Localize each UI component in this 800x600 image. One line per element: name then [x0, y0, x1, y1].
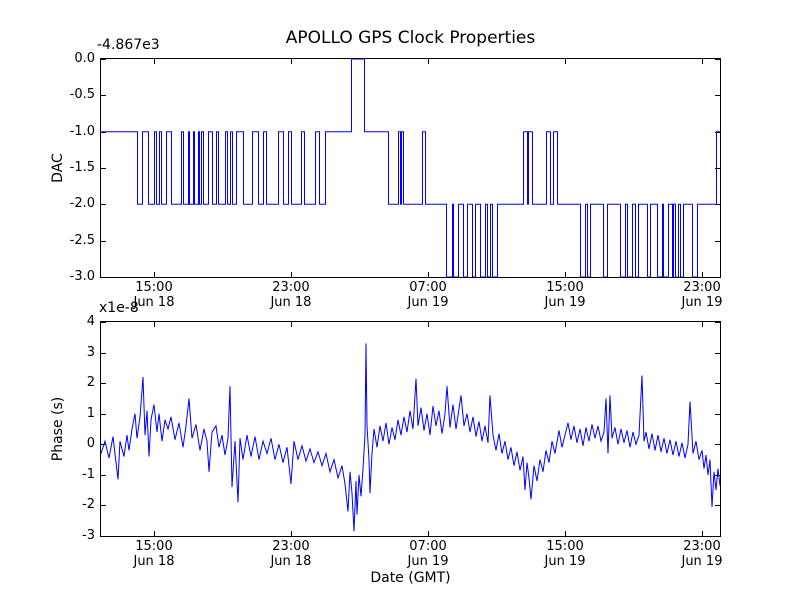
x-tick-time: 15:00 — [135, 280, 173, 295]
x-tick-time: 23:00 — [683, 539, 721, 554]
x-tick-date: Jun 19 — [681, 295, 723, 310]
x-tick-label: 23:00 Jun 18 — [249, 539, 333, 569]
dac-vs-time-svg — [101, 59, 720, 277]
x-tick-time: 07:00 — [409, 280, 447, 295]
x-tick-label: 07:00 Jun 19 — [386, 539, 470, 569]
y-tick-label: -1.5 — [69, 160, 95, 175]
y-tick-label: 3 — [86, 344, 95, 360]
phase-vs-time-series-line — [101, 343, 720, 532]
x-axis-label: Date (GMT) — [370, 570, 451, 586]
y-tick-label: -2.5 — [69, 232, 95, 248]
x-tick-date: Jun 18 — [270, 554, 312, 569]
dac-vs-time-series-line — [101, 59, 720, 277]
x-tick-date: Jun 19 — [544, 554, 586, 569]
x-tick-label: 15:00 Jun 19 — [523, 280, 607, 310]
y-axis-multiplier-text: x1e-8 — [99, 300, 139, 316]
x-tick-date: Jun 19 — [407, 295, 449, 310]
y-tick-label: 2 — [86, 375, 95, 391]
x-tick-date: Jun 19 — [544, 295, 586, 310]
chart-title: APOLLO GPS Clock Properties — [285, 28, 536, 48]
x-tick-date: Jun 18 — [133, 295, 175, 310]
x-tick-label: 15:00 Jun 18 — [112, 280, 196, 310]
x-tick-time: 15:00 — [546, 539, 584, 554]
x-tick-time: 15:00 — [135, 539, 173, 554]
y-tick-label: -2.0 — [69, 196, 95, 212]
dac-plot-area — [100, 58, 721, 278]
x-tick-time: 07:00 — [409, 539, 447, 554]
x-tick-time: 23:00 — [683, 280, 721, 295]
x-tick-time: 15:00 — [546, 280, 584, 295]
phase-vs-time-svg — [101, 322, 720, 536]
x-tick-date: Jun 18 — [270, 295, 312, 310]
x-tick-time: 23:00 — [272, 280, 310, 295]
x-tick-label: 15:00 Jun 19 — [523, 539, 607, 569]
y-tick-label: 0.0 — [74, 51, 95, 66]
x-tick-date: Jun 19 — [681, 554, 723, 569]
y-tick-label: -3.0 — [69, 269, 95, 284]
y-tick-label: -1.0 — [69, 123, 95, 139]
x-tick-label: 23:00 Jun 19 — [660, 539, 744, 569]
y-tick-label: 4 — [86, 314, 95, 329]
phase-plot-area — [100, 321, 721, 537]
y-tick-label: -1 — [82, 466, 95, 482]
x-tick-label: 23:00 Jun 18 — [249, 280, 333, 310]
y-axis-offset-text: -4.867e3 — [97, 37, 160, 53]
y-tick-label: 0 — [86, 436, 95, 452]
y-tick-label: -3 — [82, 528, 95, 543]
x-tick-label: 07:00 Jun 19 — [386, 280, 470, 310]
y-tick-label: -0.5 — [69, 87, 95, 103]
x-tick-date: Jun 19 — [407, 554, 449, 569]
x-tick-label: 15:00 Jun 18 — [112, 539, 196, 569]
x-tick-date: Jun 18 — [133, 554, 175, 569]
y-tick-label: -2 — [82, 497, 95, 513]
x-tick-label: 23:00 Jun 19 — [660, 280, 744, 310]
x-tick-time: 23:00 — [272, 539, 310, 554]
y-tick-label: 1 — [86, 405, 95, 421]
